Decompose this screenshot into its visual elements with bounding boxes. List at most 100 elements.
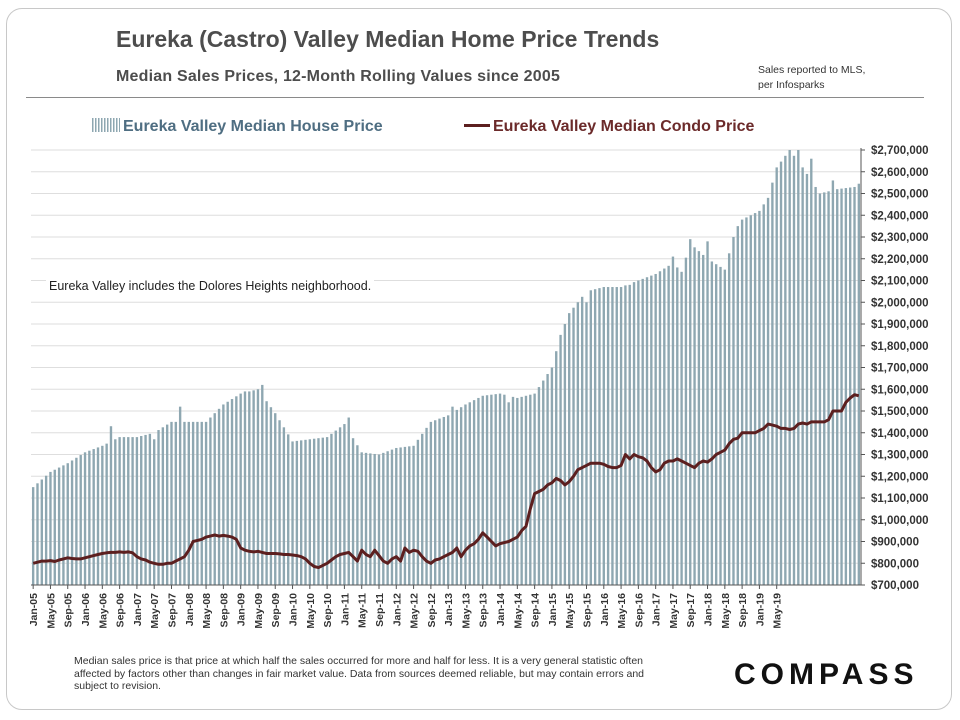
house-bar (671, 256, 675, 585)
house-bar (533, 393, 536, 585)
y-tick-label: $900,000 (871, 537, 919, 549)
house-bar (550, 367, 554, 585)
house-bar (200, 421, 203, 585)
house-bar (602, 287, 605, 585)
x-tick-label: May-08 (201, 593, 213, 629)
x-tick-label: Jan-15 (547, 593, 559, 626)
house-bar (611, 287, 614, 585)
x-tick-label: Sep-08 (218, 593, 230, 628)
house-bar (494, 394, 497, 585)
house-bar (243, 391, 247, 585)
house-bar (174, 421, 178, 585)
house-bar (511, 396, 515, 585)
house-bar (853, 186, 856, 585)
house-bar (719, 266, 722, 585)
house-bar (114, 439, 117, 585)
house-bar (849, 187, 852, 586)
x-tick-label: May-06 (97, 593, 109, 629)
house-bar (801, 167, 804, 585)
compass-logo: COMPASS (734, 658, 919, 691)
house-bar (481, 395, 484, 585)
house-bar (654, 273, 657, 585)
house-bar (814, 186, 817, 585)
house-bar (40, 479, 43, 585)
house-bar (399, 447, 402, 585)
y-tick-label: $1,800,000 (871, 341, 929, 353)
house-bar (593, 289, 597, 585)
house-bar (135, 437, 139, 585)
house-bar (31, 487, 35, 585)
house-bar (468, 402, 471, 585)
house-bar (274, 413, 277, 585)
house-bar (736, 226, 739, 585)
house-bar (568, 313, 571, 585)
house-bar (818, 193, 822, 585)
house-bar (836, 189, 839, 585)
x-tick-label: Jan-10 (288, 593, 300, 626)
house-bar (148, 433, 152, 585)
house-bar (36, 483, 39, 585)
house-bar (265, 401, 268, 585)
house-bar (507, 402, 510, 585)
x-tick-label: Sep-05 (63, 593, 75, 628)
source-note-line-2: per Infosparks (758, 79, 825, 91)
house-bar (57, 467, 61, 585)
x-tick-label: Sep-13 (478, 593, 490, 628)
house-bar (542, 380, 545, 585)
house-bar (732, 237, 735, 585)
house-bar (395, 447, 398, 585)
house-bar (49, 471, 52, 585)
house-bar (170, 421, 173, 585)
house-bar (805, 173, 809, 586)
house-bar (187, 421, 190, 585)
house-bar (369, 453, 372, 585)
house-bar (382, 452, 385, 585)
house-bar (784, 155, 787, 586)
house-bar (101, 445, 104, 585)
house-bar (619, 287, 623, 585)
house-bar (693, 247, 696, 586)
house-bar (779, 161, 783, 585)
house-bar (356, 445, 359, 585)
house-bar (546, 374, 549, 585)
house-bar (676, 267, 679, 585)
house-bar (360, 452, 363, 585)
y-tick-label: $2,100,000 (871, 276, 929, 288)
house-bar (252, 390, 255, 585)
house-bar (386, 451, 389, 585)
house-bar (140, 436, 143, 585)
house-bar (390, 449, 394, 585)
y-tick-label: $2,600,000 (871, 167, 929, 179)
house-bar (753, 213, 757, 585)
grid-lines (31, 149, 861, 586)
y-tick-label: $800,000 (871, 558, 919, 570)
house-bar (524, 395, 528, 585)
house-bar (373, 453, 376, 585)
house-bar (209, 417, 212, 585)
house-bar (831, 180, 835, 585)
legend-house: Eureka Valley Median House Price (92, 118, 383, 136)
y-tick-label: $2,000,000 (871, 297, 929, 309)
house-bar (606, 287, 610, 585)
house-bar (191, 421, 195, 585)
house-bar (758, 210, 761, 585)
house-bar (92, 449, 95, 585)
house-bar (844, 188, 848, 585)
house-bar (472, 400, 476, 585)
house-bar (516, 397, 519, 585)
house-bar (459, 407, 463, 585)
x-tick-label: May-09 (253, 593, 265, 629)
house-bar (230, 399, 234, 585)
x-tick-label: May-14 (512, 593, 524, 629)
house-bar (727, 253, 731, 585)
house-bar (222, 404, 225, 585)
house-bar (377, 454, 381, 585)
x-tick-label: Jan-13 (443, 593, 455, 626)
house-bar (127, 437, 130, 585)
house-bar (131, 437, 134, 585)
house-bar (282, 427, 286, 585)
x-tick-label: Sep-12 (426, 593, 438, 628)
house-bar (66, 463, 69, 585)
x-tick-label: May-15 (564, 593, 576, 629)
x-tick-label: Jan-16 (599, 593, 611, 626)
